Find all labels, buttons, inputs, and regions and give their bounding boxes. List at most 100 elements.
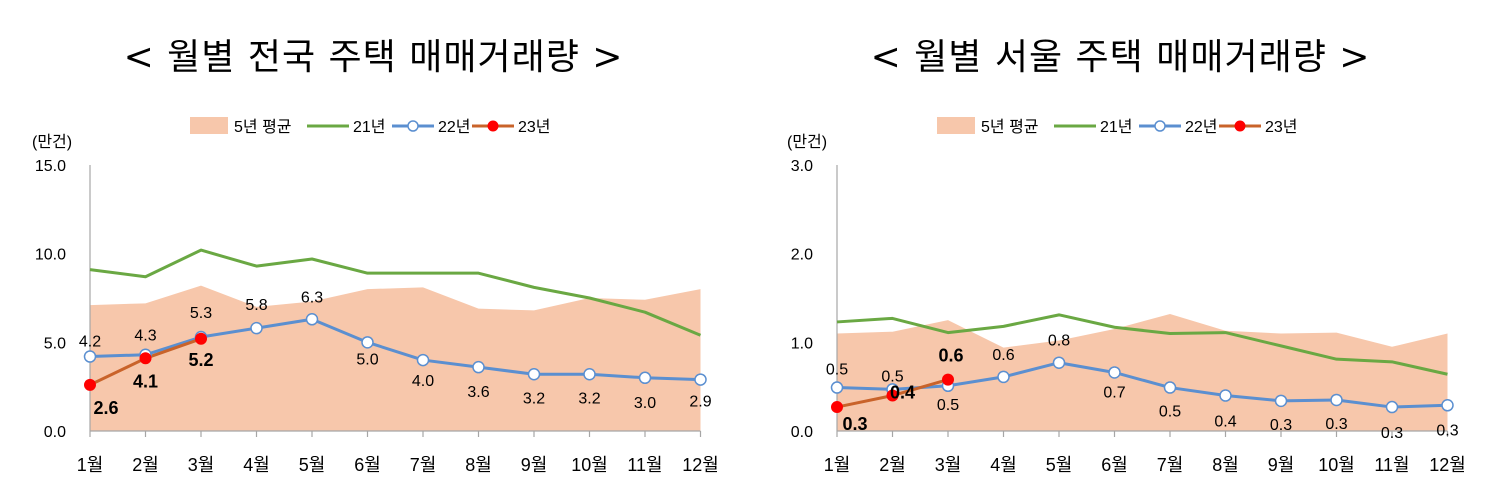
legend-label: 21년 bbox=[1100, 118, 1133, 136]
x-tick-label: 10월 bbox=[571, 455, 608, 475]
data-point-23 bbox=[139, 352, 152, 365]
data-point-23 bbox=[942, 373, 954, 386]
data-label-22년: 0.5 bbox=[881, 368, 903, 385]
y-unit-label: (만건) bbox=[32, 133, 72, 151]
data-point-22 bbox=[997, 370, 1010, 384]
legend-marker bbox=[407, 120, 419, 132]
chart-national: 5년 평균 21년 22년 23년 (만건) 0.0 5.0 10.0 15.0 1월 2월 3월 4월… bbox=[32, 117, 719, 475]
x-tick-label: 7월 bbox=[410, 455, 437, 475]
data-point-22 bbox=[694, 373, 707, 386]
data-point-22 bbox=[1108, 366, 1121, 379]
x-tick-label: 6월 bbox=[354, 455, 381, 475]
legend-swatch-area bbox=[190, 117, 228, 134]
data-point-22 bbox=[416, 353, 430, 367]
data-point-22 bbox=[361, 336, 374, 349]
legend-item: 21년 bbox=[1054, 118, 1133, 136]
data-label-22년: 3.0 bbox=[634, 395, 656, 412]
y-tick-label: 0.0 bbox=[791, 424, 813, 441]
x-tick-label: 2월 bbox=[879, 455, 906, 475]
data-point-22 bbox=[1274, 394, 1288, 408]
legend-item: 22년 bbox=[1139, 118, 1218, 136]
x-tick-label: 7월 bbox=[1157, 455, 1184, 475]
legend-item: 5년 평균 bbox=[190, 117, 292, 136]
data-point-23 bbox=[886, 389, 899, 402]
legend-item: 22년 bbox=[392, 118, 471, 136]
data-point-22 bbox=[83, 350, 97, 363]
legend: 5년 평균 21년 22년 23년 bbox=[190, 117, 551, 136]
y-tick-label: 5.0 bbox=[44, 335, 66, 352]
data-label-23년: 2.6 bbox=[93, 398, 118, 418]
x-tick-label: 6월 bbox=[1101, 455, 1128, 475]
data-label-22년: 0.8 bbox=[1048, 333, 1070, 350]
x-tick-label: 4월 bbox=[243, 455, 270, 475]
data-label-22년: 5.8 bbox=[245, 297, 267, 314]
data-label-22년: 5.3 bbox=[190, 305, 212, 322]
legend-item: 21년 bbox=[307, 118, 386, 136]
data-point-22 bbox=[638, 371, 652, 385]
data-label-23년: 0.6 bbox=[938, 346, 963, 366]
x-tick-label: 11월 bbox=[627, 455, 662, 475]
data-label-23년: 5.2 bbox=[188, 350, 213, 370]
data-point-22 bbox=[250, 321, 263, 335]
x-tick-label: 2월 bbox=[132, 455, 159, 475]
data-label-22년: 0.3 bbox=[1325, 416, 1347, 433]
data-point-22 bbox=[1330, 393, 1343, 407]
legend-item: 23년 bbox=[472, 118, 551, 136]
series-line-21년 bbox=[89, 248, 702, 337]
legend-label: 23년 bbox=[518, 118, 551, 136]
legend-marker bbox=[1154, 120, 1166, 132]
y-tick-label: 2.0 bbox=[791, 247, 813, 264]
data-label-22년: 4.0 bbox=[412, 373, 434, 390]
data-label-22년: 0.5 bbox=[1159, 404, 1181, 421]
chart-title: < 월별 서울 주택 매매거래량 > bbox=[870, 37, 1371, 78]
x-tick-label: 8월 bbox=[1212, 455, 1239, 475]
data-point-23 bbox=[84, 378, 96, 391]
x-tick-label: 1월 bbox=[824, 455, 851, 475]
data-point-22 bbox=[1219, 389, 1232, 402]
y-tick-label: 10.0 bbox=[35, 247, 66, 264]
data-label-22년: 0.5 bbox=[826, 362, 848, 379]
legend-marker bbox=[1234, 120, 1246, 132]
data-point-22 bbox=[1441, 399, 1454, 412]
data-label-23년: 0.3 bbox=[842, 414, 867, 434]
data-label-22년: 4.3 bbox=[134, 328, 156, 345]
data-label-22년: 0.4 bbox=[1214, 414, 1236, 431]
data-label-23년: 0.4 bbox=[890, 383, 915, 403]
x-tick-label: 10월 bbox=[1318, 455, 1355, 475]
y-tick-label: 0.0 bbox=[44, 424, 66, 441]
series-line-22년 bbox=[836, 361, 1448, 409]
data-point-23 bbox=[831, 401, 843, 414]
x-tick-label: 5월 bbox=[1046, 455, 1073, 475]
data-label-22년: 0.3 bbox=[1436, 422, 1458, 439]
x-tick-label: 5월 bbox=[299, 455, 326, 475]
x-tick-label: 3월 bbox=[188, 455, 215, 475]
legend-item: 5년 평균 bbox=[937, 117, 1039, 136]
x-tick-label: 8월 bbox=[465, 455, 492, 475]
x-tick-label: 4월 bbox=[990, 455, 1017, 475]
data-point-22 bbox=[305, 313, 319, 326]
y-tick-label: 15.0 bbox=[35, 158, 66, 175]
area-5yr-avg bbox=[90, 285, 701, 431]
x-tick-label: 1월 bbox=[77, 455, 104, 475]
data-label-22년: 6.3 bbox=[301, 289, 323, 306]
series-line-22년 bbox=[89, 317, 701, 382]
x-tick-label: 12월 bbox=[682, 455, 719, 475]
data-label-22년: 0.3 bbox=[1270, 417, 1292, 434]
legend-label: 22년 bbox=[1185, 118, 1218, 136]
legend: 5년 평균 21년 22년 23년 bbox=[937, 117, 1298, 136]
data-point-22 bbox=[1385, 400, 1399, 414]
legend-label: 22년 bbox=[438, 118, 471, 136]
x-tick-label: 3월 bbox=[935, 455, 962, 475]
data-point-23 bbox=[195, 332, 207, 345]
legend-marker bbox=[487, 120, 499, 132]
y-tick-label: 1.0 bbox=[791, 335, 813, 352]
legend-item: 23년 bbox=[1219, 118, 1298, 136]
data-point-22 bbox=[1163, 381, 1177, 394]
chart-panel-national: < 월별 전국 주택 매매거래량 > 5년 평균 21년 22년 23년 (만건) 0.0… bbox=[32, 37, 719, 475]
data-point-22 bbox=[1052, 356, 1066, 369]
x-tick-label: 9월 bbox=[1268, 455, 1295, 475]
data-label-22년: 3.2 bbox=[523, 390, 545, 407]
data-label-22년: 3.6 bbox=[467, 384, 489, 401]
data-label-22년: 5.0 bbox=[356, 351, 378, 368]
legend-label: 23년 bbox=[1265, 118, 1298, 136]
